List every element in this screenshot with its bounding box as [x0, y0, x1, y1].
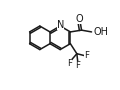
Text: F: F	[75, 61, 81, 70]
Text: F: F	[67, 59, 72, 68]
Text: F: F	[84, 51, 89, 60]
Text: OH: OH	[94, 27, 109, 37]
Text: O: O	[75, 14, 83, 24]
Text: N: N	[57, 20, 64, 30]
